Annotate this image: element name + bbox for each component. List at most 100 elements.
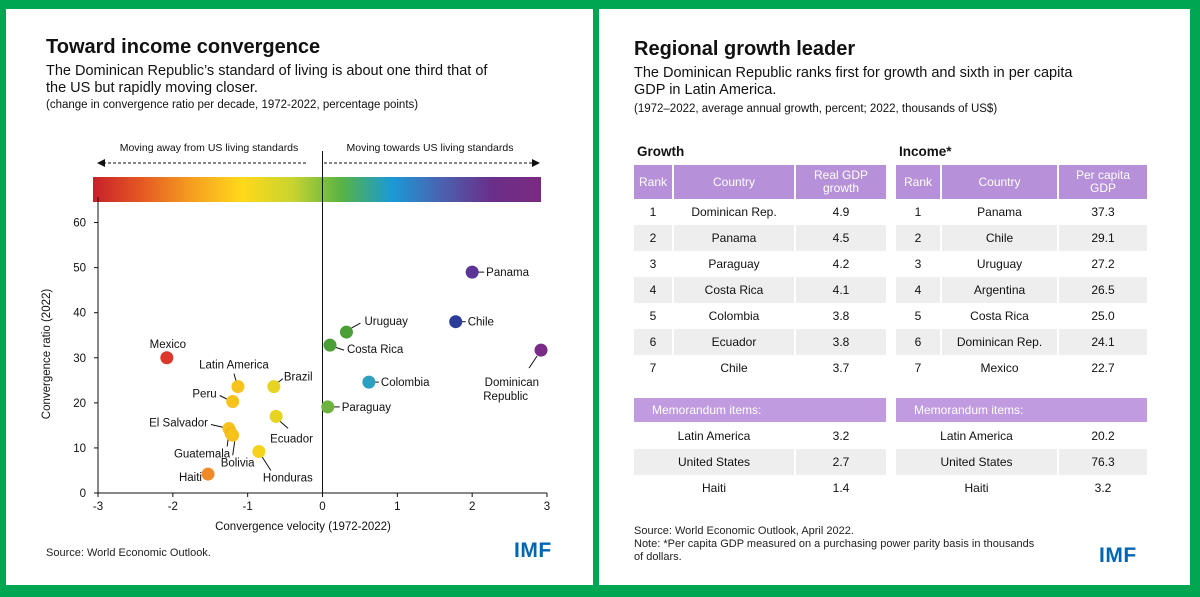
chart-title: Toward income convergence <box>46 36 321 58</box>
growth-row-rank-cell: 2 <box>634 225 674 251</box>
income-row-value-cell: 24.1 <box>1059 329 1147 355</box>
point-colombia <box>362 375 376 389</box>
income-row-value-cell: 22.7 <box>1091 361 1115 375</box>
income-country-header: Country <box>942 165 1059 199</box>
income-memo-header: Memorandum items: <box>896 398 1147 422</box>
income-row-country-cell: Dominican Rep. <box>942 329 1059 355</box>
growth-row-value-cell: 4.2 <box>832 257 850 271</box>
income-rank-header: Rank <box>896 165 942 199</box>
growth-row-row: 5 Colombia 3.8 <box>634 303 886 329</box>
label-haiti: Haiti <box>179 472 202 484</box>
tables-footnote-2: of dollars. <box>634 551 682 563</box>
x-tick-label: -3 <box>93 501 103 513</box>
leader-line <box>210 424 225 429</box>
income-row-value-cell: 26.5 <box>1059 277 1147 303</box>
label-costa-rica: Costa Rica <box>347 344 404 356</box>
y-tick-label: 0 <box>80 488 86 500</box>
arrow-away-label: Moving away from US living standards <box>120 142 299 154</box>
y-tick-label: 30 <box>73 353 86 365</box>
income-row-country-cell: Argentina <box>942 277 1059 303</box>
point-costa-rica <box>323 338 337 352</box>
income-heading: Income* <box>899 144 952 159</box>
growth-memo-country-cell: Haiti <box>634 475 796 501</box>
income-memo-country-cell: Latin America <box>896 423 1059 449</box>
leader-line <box>233 373 237 381</box>
leader-line <box>219 395 228 400</box>
y-tick-label: 60 <box>73 218 86 230</box>
income-row-value-cell: 29.1 <box>1059 225 1147 251</box>
x-axis-label: Convergence velocity (1972-2022) <box>215 521 391 533</box>
color-gradient-bar <box>93 177 541 202</box>
point-mexico <box>160 351 174 365</box>
x-tick-label: 1 <box>394 501 400 513</box>
label-dominican-republic-2: Republic <box>483 391 528 403</box>
point-latin-america <box>231 380 245 394</box>
growth-memo-row: Latin America 3.2 <box>634 423 886 449</box>
point-panama <box>465 265 479 279</box>
growth-heading: Growth <box>637 144 685 159</box>
tables-title: Regional growth leader <box>634 38 856 60</box>
income-table: Rank Country Per capita GDP 1 Panama 37.3 2 C… <box>896 165 1147 381</box>
leader-line <box>528 355 538 369</box>
income-row-country-cell: Uruguay <box>942 251 1059 277</box>
point-paraguay <box>321 400 335 414</box>
income-header-row: Rank Country Per capita GDP <box>896 165 1147 199</box>
growth-memo-row: United States 2.7 <box>634 449 886 475</box>
point-peru <box>226 394 240 408</box>
income-row-rank-cell: 4 <box>896 277 942 303</box>
label-colombia: Colombia <box>381 377 430 389</box>
growth-row-rank-cell: 3 <box>634 251 674 277</box>
income-row-rank-cell: 6 <box>896 329 942 355</box>
chart-note: (change in convergence ratio per decade,… <box>46 99 419 111</box>
leader-line <box>261 456 272 471</box>
growth-country-header: Country <box>674 165 796 199</box>
label-uruguay: Uruguay <box>364 316 408 328</box>
tables-subtitle-1: The Dominican Republic ranks first for g… <box>634 65 1073 81</box>
income-memo-country-cell: United States <box>896 449 1059 475</box>
point-bolivia <box>226 428 240 442</box>
x-tick-label: 2 <box>469 501 475 513</box>
growth-memo-label: Memorandum items: <box>652 403 762 417</box>
income-memo-row: Haiti 3.2 <box>896 475 1147 501</box>
y-tick-label: 20 <box>73 398 86 410</box>
growth-row-row: 6 Ecuador 3.8 <box>634 329 886 355</box>
growth-value-header: Real GDP growth <box>796 165 886 199</box>
growth-row-value-cell: 4.5 <box>796 225 886 251</box>
leader-line <box>226 438 229 447</box>
leader-line <box>277 378 284 384</box>
growth-row-rank-cell: 7 <box>634 355 674 381</box>
income-memo-row: Latin America 20.2 <box>896 423 1147 449</box>
leader-line <box>232 441 236 456</box>
growth-value-header-1: Real GDP <box>813 168 869 182</box>
growth-row-country-cell: Dominican Rep. <box>674 199 796 225</box>
income-row-value-cell: 25.0 <box>1091 309 1115 323</box>
label-chile: Chile <box>468 317 494 329</box>
x-tick-label: -1 <box>243 501 253 513</box>
income-row-row: 4 Argentina 26.5 <box>896 277 1147 303</box>
y-tick-label: 10 <box>73 443 86 455</box>
income-memo-table: Latin America 20.2 United States 76.3 Haiti 3… <box>896 423 1147 501</box>
convergence-panel: Toward income convergence The Dominican … <box>6 9 593 585</box>
growth-row-value-cell: 3.8 <box>796 329 886 355</box>
chart-subtitle-1: The Dominican Republic’s standard of liv… <box>46 63 488 79</box>
point-chile <box>449 315 463 329</box>
growth-header-row: Rank Country Real GDP growth <box>634 165 886 199</box>
income-row-row: 5 Costa Rica 25.0 <box>896 303 1147 329</box>
tables-subtitle-2: GDP in Latin America. <box>634 82 777 98</box>
growth-row-value-cell: 4.1 <box>796 277 886 303</box>
income-value-header-1: Per capita <box>1075 168 1131 182</box>
growth-memo-table: Latin America 3.2 United States 2.7 Haiti 1.4 <box>634 423 886 501</box>
growth-row-row: 1 Dominican Rep. 4.9 <box>634 199 886 225</box>
growth-row-rank-cell: 5 <box>634 303 674 329</box>
growth-row-country-cell: Ecuador <box>674 329 796 355</box>
label-guatemala: Guatemala <box>174 448 231 460</box>
growth-table: Rank Country Real GDP growth 1 Dominican R… <box>634 165 886 381</box>
growth-memo-value-cell: 2.7 <box>796 449 886 475</box>
label-dominican-republic-1: Dominican <box>485 377 539 389</box>
income-row-row: 6 Dominican Rep. 24.1 <box>896 329 1147 355</box>
x-tick-label: 0 <box>319 501 325 513</box>
income-row-value-cell: 27.2 <box>1091 257 1115 271</box>
income-row-rank-cell: 1 <box>896 199 942 225</box>
label-latin-america: Latin America <box>199 360 269 372</box>
point-brazil <box>267 380 281 394</box>
